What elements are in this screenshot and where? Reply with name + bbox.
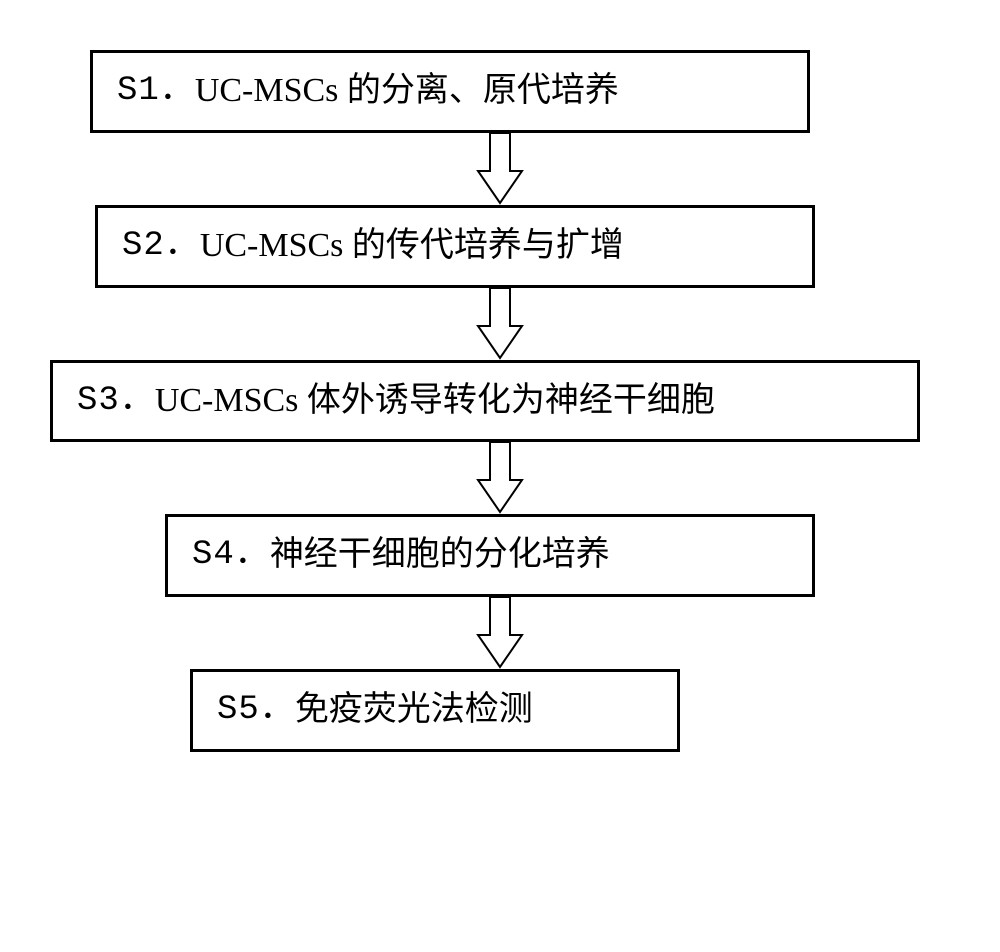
down-arrow-icon <box>470 597 530 669</box>
flow-step-s5: S5． 免疫荧光法检测 <box>190 669 680 752</box>
step-label: S1． <box>117 71 195 112</box>
flow-step-s3: S3． UC-MSCs 体外诱导转化为神经干细胞 <box>50 360 920 443</box>
flow-step-s2: S2． UC-MSCs 的传代培养与扩增 <box>95 205 815 288</box>
step-label: S5． <box>217 690 295 731</box>
step-text: 免疫荧光法检测 <box>295 690 533 731</box>
step-label: S2． <box>122 226 200 267</box>
step-label: S4． <box>192 535 270 576</box>
down-arrow-icon <box>470 133 530 205</box>
flow-step-s4: S4． 神经干细胞的分化培养 <box>165 514 815 597</box>
arrow-4 <box>0 597 1000 669</box>
down-arrow-icon <box>470 442 530 514</box>
step-text: 神经干细胞的分化培养 <box>270 535 610 576</box>
step-text: UC-MSCs 的分离、原代培养 <box>195 71 619 112</box>
step-label: S3． <box>77 381 155 422</box>
arrow-3 <box>0 442 1000 514</box>
arrow-1 <box>0 133 1000 205</box>
down-arrow-icon <box>470 288 530 360</box>
step-text: UC-MSCs 体外诱导转化为神经干细胞 <box>155 381 715 422</box>
flow-step-s1: S1． UC-MSCs 的分离、原代培养 <box>90 50 810 133</box>
step-text: UC-MSCs 的传代培养与扩增 <box>200 226 624 267</box>
arrow-2 <box>0 288 1000 360</box>
